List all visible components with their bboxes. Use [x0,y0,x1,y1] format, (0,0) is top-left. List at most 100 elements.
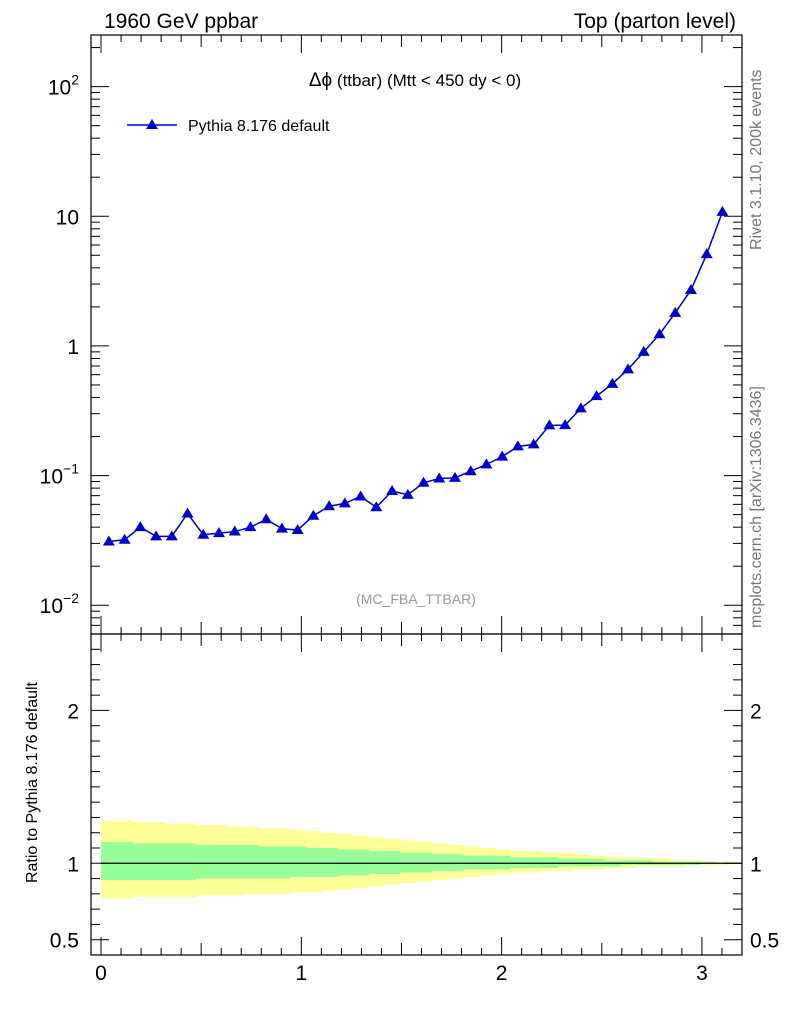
series-line [108,211,724,543]
ratio-y-tick-labels-left: 0.5 1 2 [50,700,79,952]
band-bin [352,849,370,876]
x-tick-labels: 0 1 2 3 [95,962,708,985]
main-y-tick-labels: 10−2 10−1 1 10 102 [40,72,80,619]
data-point [228,525,241,536]
analysis-watermark: (MC_FBA_TTBAR) [356,591,476,607]
data-point [480,458,493,469]
data-point [700,248,713,259]
ratio-y-tick-label: 0.5 [750,930,779,953]
title-rest: (ttbar) (Mtt < 450 dy < 0) [332,71,521,90]
data-point [291,524,304,535]
side-label-rivet: Rivet 3.1.10, 200k events [748,69,765,250]
ratio-y-tick-label: 1 [67,853,79,876]
data-point [401,488,414,499]
data-point [212,527,225,538]
side-label-mcplots: mcplots.cern.ch [arXiv:1306.3436] [748,386,765,628]
band-bin [572,858,590,867]
band-bin [525,857,543,868]
data-point [511,440,524,451]
y-tick-label: 10−2 [40,590,80,618]
band-bin [321,848,338,878]
data-point [637,345,650,356]
band-1sigma [101,841,716,881]
main-panel: 10−2 10−1 1 10 102 Δϕ (ttbar) (Mtt < 450 dy … [40,34,743,635]
series-pythia [102,205,729,546]
legend-label: Pythia 8.176 default [188,118,330,135]
data-point [118,533,131,544]
ratio-y-tick-labels-right: 0.5 1 2 [750,700,779,952]
band-bin [163,843,181,881]
header-left: 1960 GeV ppbar [104,10,258,33]
main-title: Δϕ (ttbar) (Mtt < 450 dy < 0) [309,70,521,91]
data-point [197,528,210,539]
main-axis-ticks [91,35,742,635]
data-point [150,530,163,541]
data-point [134,521,147,532]
data-point [165,530,178,541]
data-point [244,521,257,532]
band-bin [478,855,495,870]
x-tick-label: 0 [95,962,107,985]
data-point [386,485,399,496]
band-bin [415,852,432,873]
data-point [102,535,115,546]
data-point [527,438,540,449]
band-bin [557,858,574,867]
ratio-y-tick-label: 1 [750,853,762,876]
data-point [338,497,351,508]
band-bin [211,844,228,879]
data-point [606,377,619,388]
ratio-y-tick-label: 0.5 [50,930,79,953]
ratio-ylabel: Ratio to Pythia 8.176 default [24,681,41,883]
data-point [433,472,446,483]
band-bin [195,844,212,879]
data-point [496,450,509,461]
header-right: Top (parton level) [574,10,736,33]
y-tick-label: 102 [48,72,79,100]
band-bin [101,841,118,881]
data-point [669,306,682,317]
data-point [307,509,320,520]
band-bin [337,849,354,876]
ratio-frame [90,633,743,956]
band-bin [447,854,464,871]
band-bin [620,860,637,865]
band-bin [510,857,527,868]
data-point [590,390,603,401]
data-point [354,490,367,501]
data-point [260,513,273,524]
band-bin [179,843,197,881]
y-tick-label: 10 [56,206,79,229]
band-bin [431,854,448,871]
band-bin [698,861,716,864]
data-point [370,501,383,512]
x-tick-label: 3 [696,962,708,985]
title-symbol: Δϕ [309,70,332,91]
band-bin [635,860,653,865]
band-bin [242,844,259,879]
data-point [275,522,288,533]
band-bin [462,855,480,870]
data-point [181,507,194,518]
data-point [323,500,336,511]
data-point [653,328,666,339]
ratio-y-tick-label: 2 [750,700,762,723]
band-bin [305,848,322,878]
ratio-y-tick-label: 2 [67,700,79,723]
x-tick-label: 1 [295,962,307,985]
band-bin [541,857,558,868]
band-bin [368,851,385,874]
band-bin [399,852,417,873]
data-point [574,402,587,413]
band-bin [116,841,134,881]
data-point [417,476,430,487]
band-bin [148,843,165,881]
legend: Pythia 8.176 default [127,118,330,135]
ratio-panel: 0.5 1 2 0.5 1 2 0 1 2 3 Ratio to Pythia 8.176 d… [24,633,779,985]
data-point [448,471,461,482]
ratio-bands [101,820,731,899]
data-point [684,283,697,294]
x-tick-label: 2 [496,962,508,985]
